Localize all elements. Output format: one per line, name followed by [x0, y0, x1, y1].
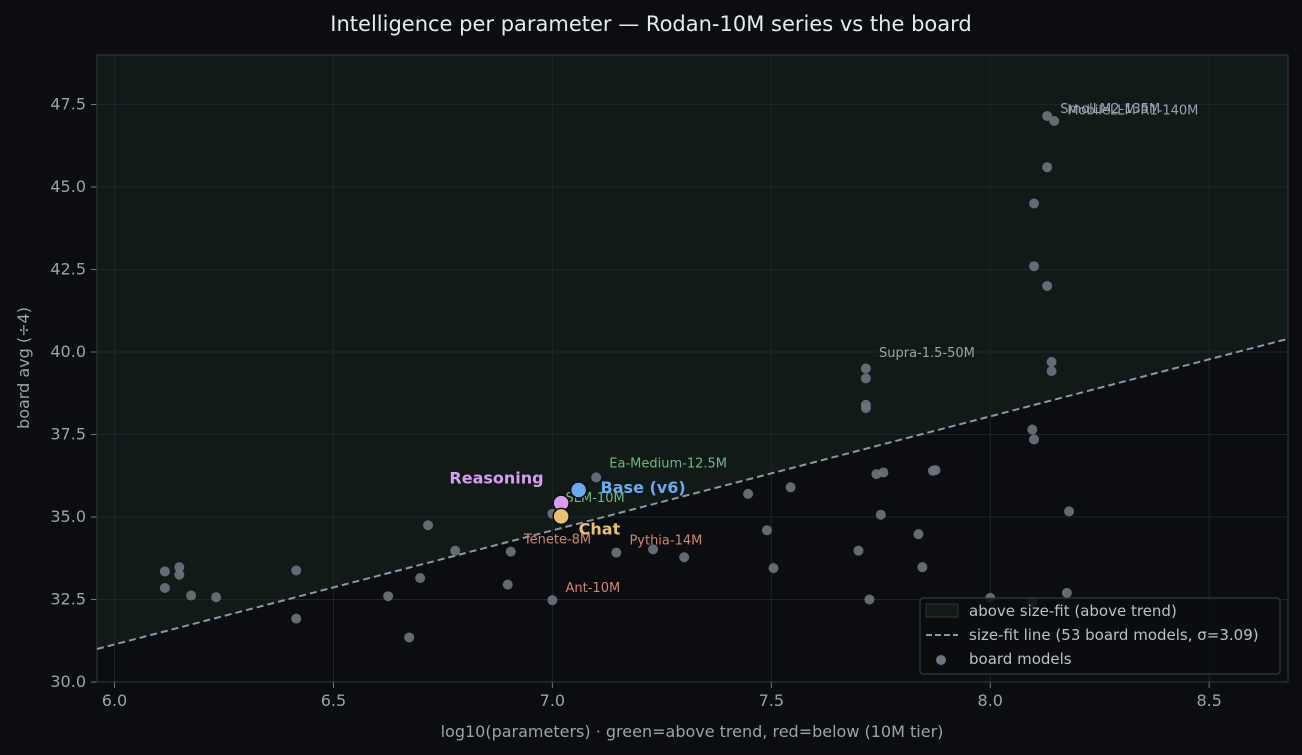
- board-model-label: SmolLM2-135M: [1060, 102, 1160, 117]
- y-tick-label: 37.5: [50, 425, 86, 444]
- board-model-point: [159, 566, 170, 577]
- board-model-point: [860, 373, 871, 384]
- board-model-label: Ant-10M: [566, 581, 621, 596]
- board-model-point: [404, 632, 415, 643]
- board-model-label: Ea-Medium-12.5M: [609, 457, 727, 472]
- board-model-point: [1042, 162, 1053, 173]
- board-model-point: [1061, 587, 1072, 598]
- legend-label: board models: [969, 650, 1072, 668]
- board-model-point: [648, 544, 659, 555]
- board-model-point: [611, 547, 622, 558]
- board-model-point: [743, 488, 754, 499]
- board-model-point: [853, 545, 864, 556]
- board-model-point: [1029, 434, 1040, 445]
- board-model-point: [878, 467, 889, 478]
- board-model-point: [860, 363, 871, 374]
- legend-label: size-fit line (53 board models, σ=3.09): [969, 626, 1259, 644]
- board-model-point: [291, 565, 302, 576]
- board-model-point: [1049, 116, 1060, 126]
- legend-swatch-board-models: [936, 655, 946, 665]
- board-model-point: [186, 590, 197, 601]
- board-model-point: [174, 562, 185, 573]
- y-tick-label: 32.5: [50, 590, 86, 609]
- board-model-label: MobileLLM-R1-140M: [1067, 103, 1198, 118]
- board-model-point: [1046, 366, 1057, 377]
- board-model-point: [505, 546, 516, 557]
- legend-box: [919, 597, 1281, 675]
- board-model-point: [1064, 506, 1075, 517]
- highlight-point-base: [569, 481, 588, 499]
- board-model-point: [423, 520, 434, 531]
- y-tick-label: 30.0: [50, 672, 86, 691]
- x-tick-label: 6.5: [321, 691, 346, 710]
- board-model-point: [1027, 424, 1038, 435]
- x-tick-label: 6.0: [102, 691, 127, 710]
- board-model-point: [591, 472, 602, 483]
- y-tick-label: 42.5: [50, 260, 86, 279]
- x-tick-label: 8.0: [978, 691, 1003, 710]
- board-model-point: [1029, 198, 1040, 209]
- highlight-label-chat: Chat: [579, 519, 621, 538]
- board-model-point: [502, 579, 513, 590]
- board-model-point: [679, 552, 690, 563]
- board-model-point: [547, 595, 558, 606]
- y-axis-label: board avg (÷4): [14, 307, 33, 429]
- legend-label: above size-fit (above trend): [969, 602, 1177, 620]
- board-model-point: [415, 573, 426, 584]
- chart-title: Intelligence per parameter — Rodan-10M s…: [330, 12, 971, 36]
- highlight-label-reasoning: Reasoning: [449, 468, 543, 487]
- board-model-point: [860, 403, 871, 414]
- board-model-point: [1046, 356, 1057, 367]
- board-model-point: [174, 569, 185, 580]
- board-model-point: [1029, 261, 1040, 272]
- y-tick-label: 40.0: [50, 342, 86, 361]
- y-tick-label: 45.0: [50, 177, 86, 196]
- board-model-point: [768, 563, 779, 574]
- board-model-point: [930, 465, 941, 476]
- x-axis-label: log10(parameters) · green=above trend, r…: [441, 722, 944, 741]
- board-model-point: [291, 613, 302, 624]
- board-model-point: [383, 591, 394, 602]
- board-model-point: [211, 592, 222, 603]
- legend-swatch-above-region: [925, 603, 959, 618]
- board-model-point: [917, 562, 928, 573]
- board-model-point: [450, 545, 461, 556]
- board-model-point: [875, 509, 886, 520]
- highlight-label-base: Base (v6): [601, 478, 686, 497]
- y-tick-label: 35.0: [50, 507, 86, 526]
- board-model-point: [785, 482, 796, 493]
- board-model-point: [761, 525, 772, 536]
- size-fit-trend-line: [96, 337, 1289, 650]
- board-model-label: Tenete-8M: [523, 532, 591, 547]
- x-tick-label: 8.5: [1196, 691, 1221, 710]
- highlight-point-chat: [552, 507, 570, 526]
- board-model-point: [864, 594, 875, 605]
- plot-frame: [96, 54, 1289, 683]
- x-tick-label: 7.0: [540, 691, 565, 710]
- board-model-point: [1042, 111, 1053, 122]
- board-model-point: [913, 529, 924, 540]
- legend: above size-fit (above trend) size-fit lin…: [919, 597, 1281, 675]
- board-model-point: [159, 582, 170, 593]
- board-model-label: Supra-1.5-50M: [879, 346, 975, 361]
- board-model-point: [1042, 281, 1053, 291]
- board-model-label: Pythia-14M: [629, 533, 702, 548]
- y-tick-label: 47.5: [50, 95, 86, 114]
- plot-area: 6.0 6.5 7.0 7.5 8.0 8.5 30.0 32.5 35.0 37.5 40.0 42…: [50, 54, 1289, 710]
- x-tick-label: 7.5: [759, 691, 784, 710]
